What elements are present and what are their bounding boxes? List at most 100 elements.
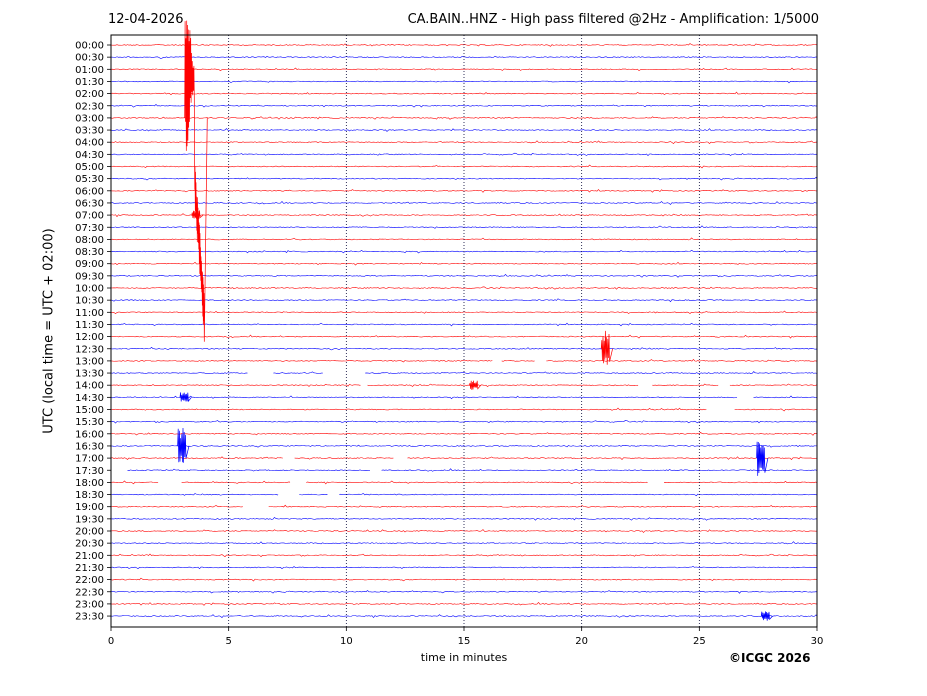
y-tick-label-0500: 05:00 [75, 162, 104, 173]
trace-row-1730 [127, 468, 818, 472]
y-tick-label-0230: 02:30 [75, 101, 104, 112]
y-tick-label-1200: 12:00 [75, 332, 104, 343]
trace-row-1300 [110, 359, 818, 363]
y-tick-label-1630: 16:30 [75, 441, 104, 452]
x-tick-layer: 0 5 10 15 20 25 30 [108, 627, 824, 647]
chart-title: CA.BAIN..HNZ - High pass filtered @2Hz -… [407, 12, 819, 27]
y-tick-label-1230: 12:30 [75, 344, 104, 355]
y-tick-label-0200: 02:00 [75, 89, 104, 100]
y-tick-label-1400: 14:00 [75, 381, 104, 392]
trace-row-0300 [110, 116, 818, 120]
date-label: 12-04-2026 [108, 12, 184, 27]
event-0300-0 [184, 20, 208, 342]
event-2330-7 [760, 611, 773, 621]
event-1230-2 [600, 330, 613, 365]
y-tick-label-0030: 00:30 [75, 53, 104, 64]
event-1430-4 [179, 392, 192, 403]
trace-row-2330 [110, 614, 818, 619]
y-tick-label-1600: 16:00 [75, 429, 104, 440]
y-tick-label-1800: 18:00 [75, 478, 104, 489]
y-tick-label-1000: 10:00 [75, 284, 104, 295]
y-tick-label-0600: 06:00 [75, 186, 104, 197]
x-tick-label-15: 15 [458, 636, 471, 647]
trace-row-1600 [110, 431, 818, 436]
trace-row-1230 [110, 346, 818, 351]
trace-row-1800 [110, 480, 818, 485]
y-tick-label-2330: 23:30 [75, 612, 104, 623]
y-tick-label-1730: 17:30 [75, 466, 104, 477]
event-1700-6 [756, 441, 769, 476]
trace-row-0430 [110, 152, 818, 156]
y-tick-label-0930: 09:30 [75, 271, 104, 282]
trace-row-0600 [110, 189, 818, 193]
y-tick-label-1500: 15:00 [75, 405, 104, 416]
y-tick-label-0330: 03:30 [75, 126, 104, 137]
y-tick-label-1130: 11:30 [75, 320, 104, 331]
event-0700-1 [191, 210, 204, 219]
trace-row-0130 [110, 80, 818, 84]
y-tick-label-2230: 22:30 [75, 587, 104, 598]
y-tick-label-1300: 13:00 [75, 356, 104, 367]
trace-row-1700 [110, 456, 818, 461]
gridline-layer [228, 35, 700, 627]
y-tick-label-1530: 15:30 [75, 417, 104, 428]
y-tick-label-2200: 22:00 [75, 575, 104, 586]
y-tick-label-1930: 19:30 [75, 514, 104, 525]
trace-row-1500 [110, 407, 818, 412]
y-tick-label-0700: 07:00 [75, 211, 104, 222]
y-tick-label-2130: 21:30 [75, 563, 104, 574]
trace-row-2130 [110, 566, 818, 570]
trace-row-1900 [110, 504, 818, 508]
y-tick-label-2000: 20:00 [75, 527, 104, 538]
y-tick-label-1900: 19:00 [75, 502, 104, 513]
y-tick-label-0830: 08:30 [75, 247, 104, 258]
trace-row-2100 [110, 553, 818, 558]
y-tick-label-2030: 20:30 [75, 539, 104, 550]
x-tick-label-5: 5 [225, 636, 231, 647]
trace-row-1330 [110, 371, 818, 374]
y-tick-label-1430: 14:30 [75, 393, 104, 404]
x-tick-label-0: 0 [108, 636, 114, 647]
trace-row-0100 [110, 67, 817, 72]
y-tick-label-1330: 13:30 [75, 369, 104, 380]
y-tick-label-0900: 09:00 [75, 259, 104, 270]
trace-row-1200 [110, 334, 818, 339]
x-tick-label-20: 20 [575, 636, 588, 647]
x-tick-label-30: 30 [811, 636, 824, 647]
trace-row-0400 [110, 140, 818, 145]
y-tick-label-1100: 11:00 [75, 308, 104, 319]
trace-row-0230 [110, 103, 818, 108]
trace-row-0500 [110, 164, 818, 169]
y-tick-label-0400: 04:00 [75, 138, 104, 149]
trace-layer [110, 43, 818, 619]
event-1400-3 [469, 380, 482, 390]
trace-row-1630 [110, 444, 818, 448]
trace-row-1400 [110, 383, 818, 388]
trace-row-2230 [110, 590, 818, 594]
x-axis-label: time in minutes [420, 651, 508, 664]
trace-row-0700 [110, 213, 818, 218]
y-tick-label-1830: 18:30 [75, 490, 104, 501]
y-tick-label-0630: 06:30 [75, 198, 104, 209]
trace-row-1830 [110, 493, 818, 497]
y-tick-label-0430: 04:30 [75, 150, 104, 161]
trace-row-0330 [110, 128, 818, 132]
event-layer [177, 20, 773, 621]
y-tick-label-0000: 00:00 [75, 41, 104, 52]
y-tick-label-0730: 07:30 [75, 223, 104, 234]
y-tick-label-0100: 01:00 [75, 65, 104, 76]
trace-row-2300 [110, 601, 817, 606]
trace-row-0530 [110, 176, 818, 181]
x-tick-label-25: 25 [693, 636, 706, 647]
event-1630-5 [177, 427, 190, 463]
trace-row-0200 [110, 91, 818, 96]
y-tick-label-0800: 08:00 [75, 235, 104, 246]
trace-row-1130 [110, 322, 818, 327]
y-tick-label-0130: 01:30 [75, 77, 104, 88]
y-tick-label-1030: 10:30 [75, 296, 104, 307]
y-tick-label-2300: 23:00 [75, 599, 104, 610]
trace-row-1430 [110, 395, 818, 400]
plot-frame [110, 34, 818, 628]
